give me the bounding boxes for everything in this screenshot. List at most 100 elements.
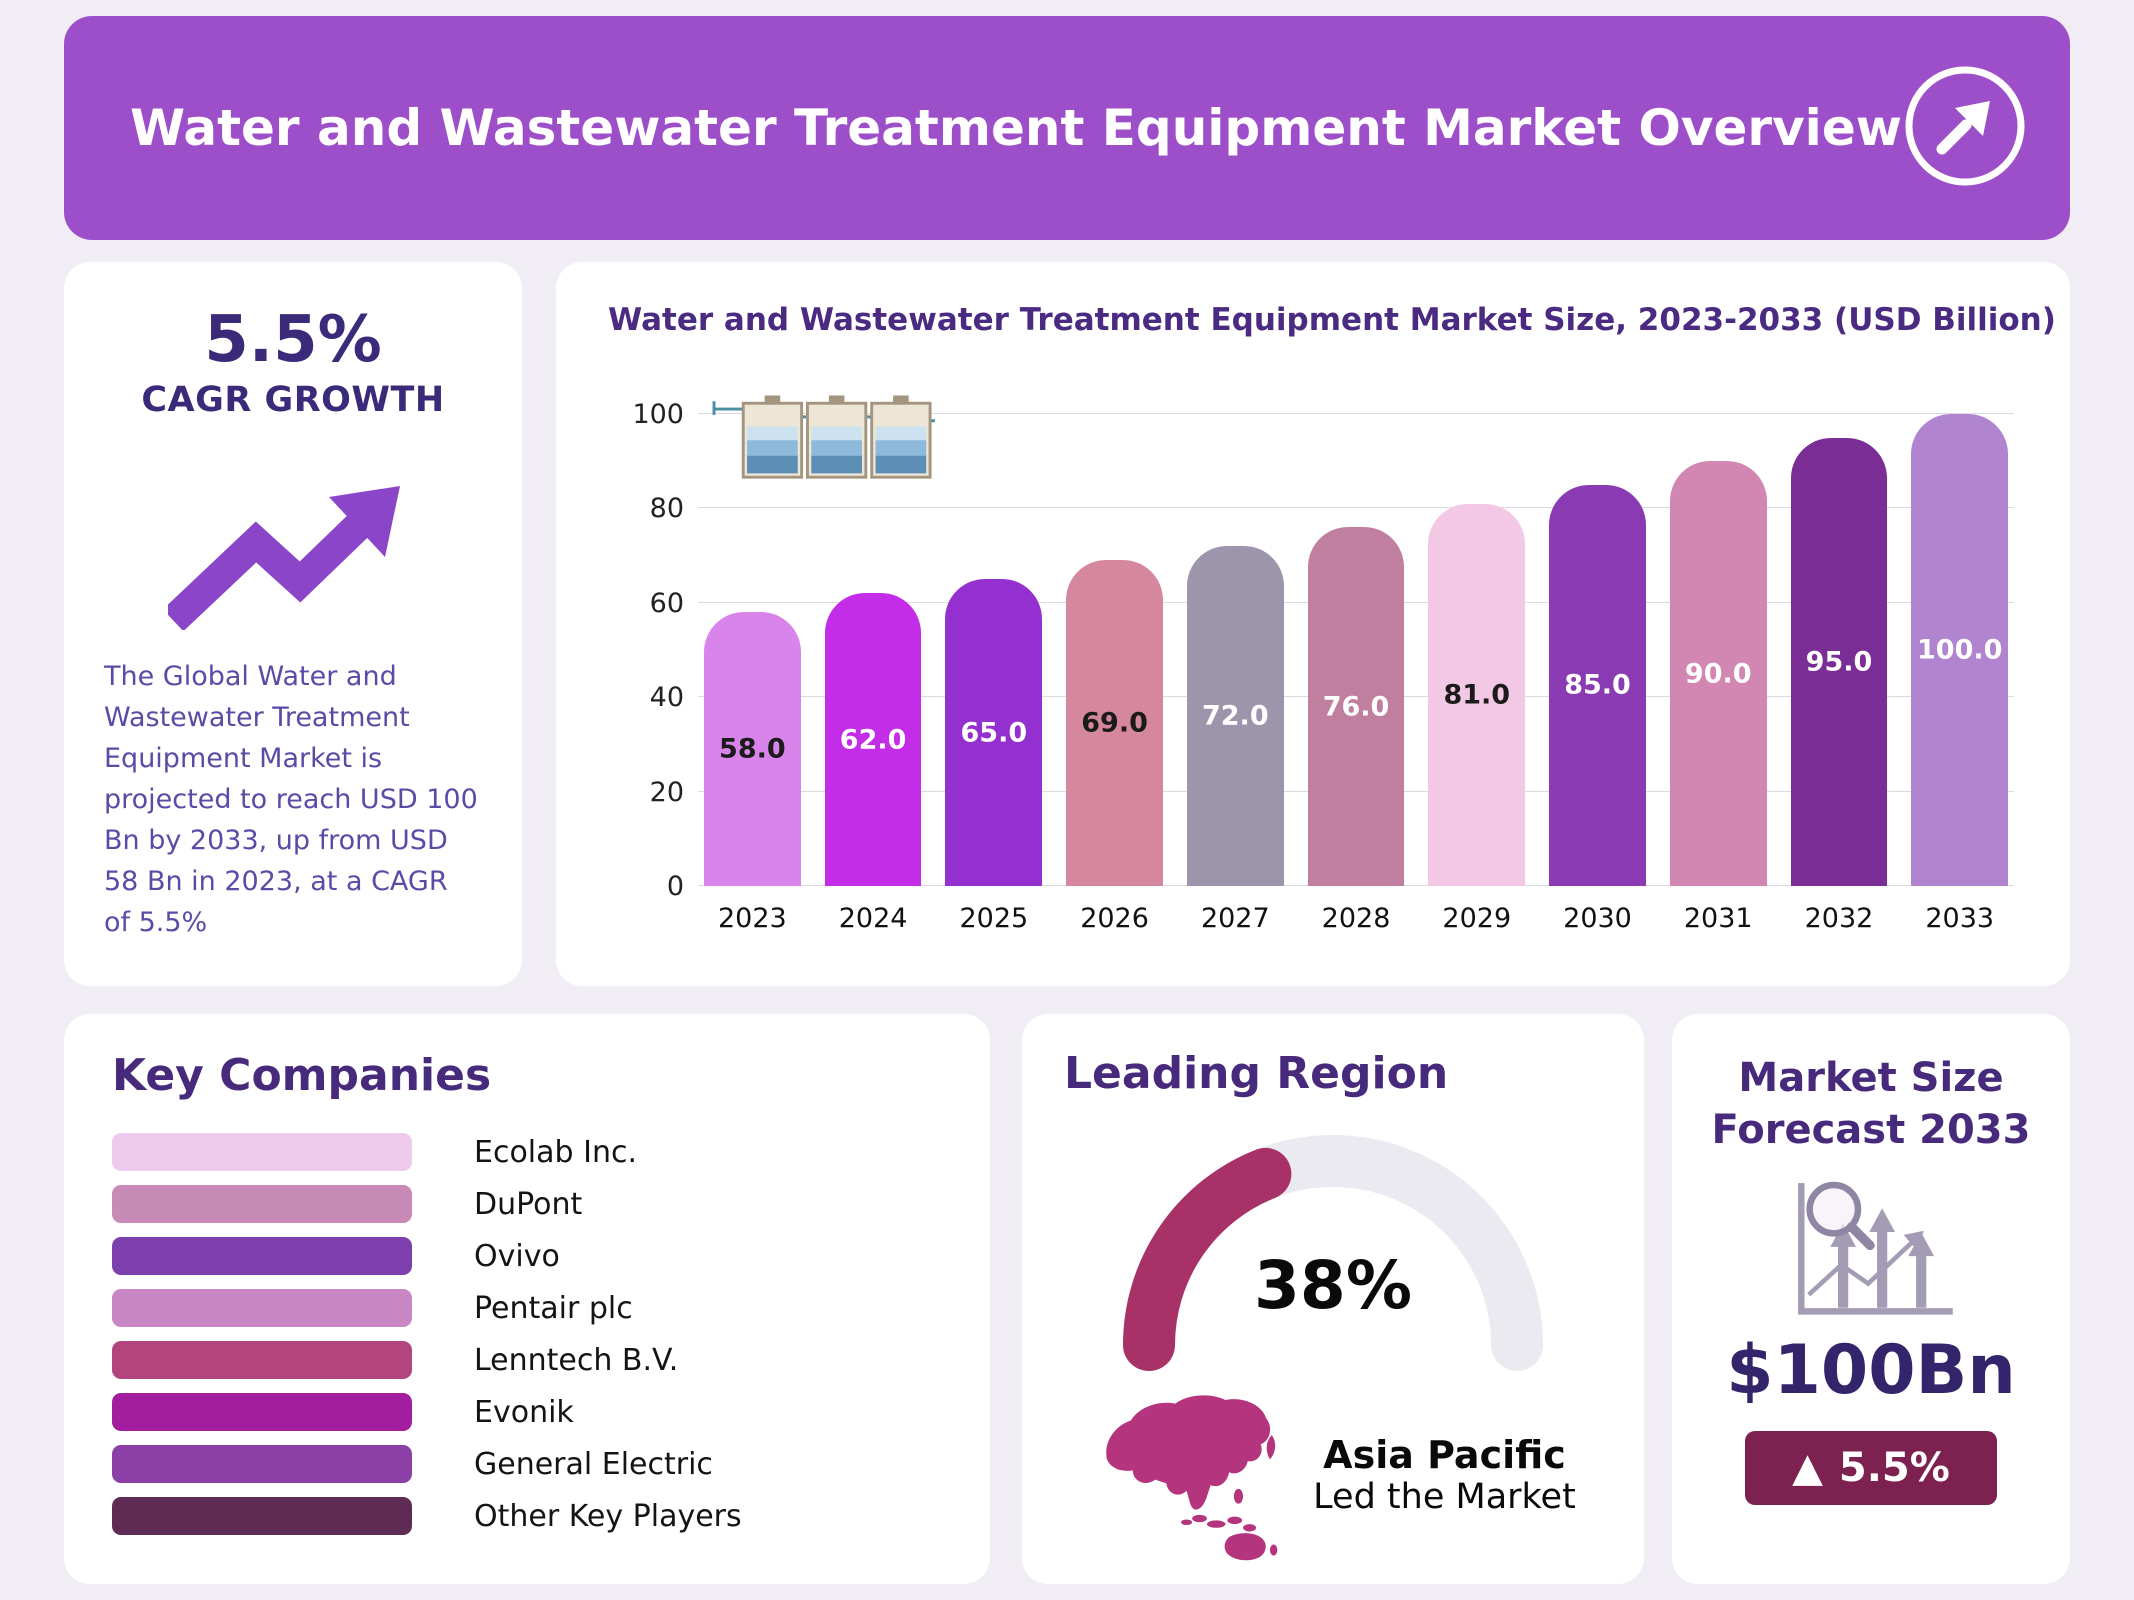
x-axis-tick: 2033 bbox=[1925, 903, 1995, 934]
water-treatment-plant-icon bbox=[712, 395, 935, 479]
region-caption: Led the Market bbox=[1313, 1477, 1576, 1517]
chart-bar-column: 72.0 2027 bbox=[1186, 414, 1284, 934]
company-row: Ovivo bbox=[112, 1237, 942, 1275]
chart-plot: 0 20 40 60 80 100 58.0 2023 62.0 2024 65.0 2025 69.0… bbox=[632, 399, 2014, 934]
x-axis-tick: 2032 bbox=[1804, 903, 1874, 934]
cagr-description: The Global Water and Wastewater Treatmen… bbox=[104, 661, 478, 939]
chart-bar-column: 81.0 2029 bbox=[1428, 414, 1526, 934]
chart-bar-2031: 90.0 bbox=[1669, 461, 1767, 886]
company-color-bar bbox=[112, 1497, 412, 1535]
chart-bar-2028: 76.0 bbox=[1307, 527, 1405, 886]
chart-bar-2032: 95.0 bbox=[1790, 437, 1888, 886]
region-name: Asia Pacific bbox=[1323, 1433, 1566, 1477]
company-name: Ecolab Inc. bbox=[474, 1134, 637, 1170]
chart-title: Water and Wastewater Treatment Equipment… bbox=[608, 302, 2056, 338]
chart-bar-column: 76.0 2028 bbox=[1307, 414, 1405, 934]
company-row: Lenntech B.V. bbox=[112, 1341, 942, 1379]
x-axis-tick: 2029 bbox=[1442, 903, 1512, 934]
cagr-label: CAGR GROWTH bbox=[141, 380, 445, 420]
region-share-value: 38% bbox=[1254, 1247, 1412, 1324]
chart-bar-column: 69.0 2026 bbox=[1066, 414, 1163, 934]
y-axis-tick: 60 bbox=[649, 587, 684, 619]
cagr-card: 5.5% CAGR GROWTH The Global Water and Wa… bbox=[64, 262, 522, 986]
market-size-chart-card: Water and Wastewater Treatment Equipment… bbox=[556, 262, 2070, 986]
company-color-bar bbox=[112, 1185, 412, 1223]
arrow-up-right-icon[interactable] bbox=[1902, 63, 2028, 193]
trend-up-arrow-icon bbox=[168, 486, 400, 630]
bar-value-label: 69.0 bbox=[1081, 707, 1148, 739]
company-name: DuPont bbox=[474, 1186, 583, 1222]
company-name: Other Key Players bbox=[474, 1498, 742, 1534]
x-axis-tick: 2023 bbox=[718, 903, 787, 934]
chart-bar-column: 100.0 2033 bbox=[1911, 414, 2009, 934]
market-forecast-card: Market Size Forecast 2033 $100Bn ▲ 5.5% bbox=[1672, 1014, 2070, 1584]
x-axis-tick: 2030 bbox=[1563, 903, 1632, 934]
bar-value-label: 100.0 bbox=[1917, 634, 2003, 666]
x-axis-tick: 2025 bbox=[959, 903, 1029, 934]
x-axis-tick: 2031 bbox=[1683, 903, 1753, 934]
gauge-fill bbox=[1123, 1135, 1543, 1371]
chart-area: 0 20 40 60 80 100 58.0 2023 62.0 2024 65.0 2025 69.0… bbox=[632, 395, 2014, 934]
leading-region-card: Leading Region 38% Asia Paci bbox=[1022, 1014, 1644, 1584]
y-axis-tick: 100 bbox=[632, 399, 684, 430]
bar-value-label: 85.0 bbox=[1564, 669, 1631, 701]
bar-value-label: 76.0 bbox=[1322, 691, 1390, 723]
bar-value-label: 58.0 bbox=[719, 733, 786, 765]
chart-magnifier-icon bbox=[1798, 1181, 1953, 1315]
chart-bar-2025: 65.0 bbox=[945, 579, 1043, 886]
page-title: Water and Wastewater Treatment Equipment… bbox=[130, 99, 1902, 157]
y-axis-tick: 40 bbox=[649, 682, 684, 714]
chart-bar-column: 85.0 2030 bbox=[1549, 414, 1646, 934]
chart-bar-column: 58.0 2023 bbox=[704, 414, 801, 934]
company-name: General Electric bbox=[474, 1446, 713, 1482]
x-axis-tick: 2024 bbox=[838, 903, 908, 934]
bar-value-label: 72.0 bbox=[1201, 700, 1269, 732]
chart-bar-column: 65.0 2025 bbox=[945, 414, 1043, 934]
company-name: Ovivo bbox=[474, 1238, 560, 1274]
chart-bar-2026: 69.0 bbox=[1066, 560, 1163, 886]
bar-value-label: 62.0 bbox=[839, 724, 907, 756]
y-axis-tick: 20 bbox=[649, 776, 684, 808]
y-axis-tick: 0 bbox=[666, 871, 684, 902]
forecast-value: $100Bn bbox=[1726, 1331, 2016, 1410]
key-companies-card: Key Companies Ecolab Inc. DuPont Ovivo Pent… bbox=[64, 1014, 990, 1584]
chart-bar-column: 90.0 2031 bbox=[1669, 414, 1767, 934]
y-axis-tick: 80 bbox=[649, 493, 684, 525]
company-color-bar bbox=[112, 1289, 412, 1327]
leading-region-title: Leading Region bbox=[1064, 1048, 1449, 1099]
company-color-bar bbox=[112, 1393, 412, 1431]
company-list: Ecolab Inc. DuPont Ovivo Pentair plc Lenntec… bbox=[112, 1133, 942, 1535]
header: Water and Wastewater Treatment Equipment… bbox=[64, 16, 2070, 240]
company-color-bar bbox=[112, 1237, 412, 1275]
chart-bar-2024: 62.0 bbox=[824, 593, 922, 886]
up-triangle-icon: ▲ bbox=[1792, 1444, 1823, 1491]
company-color-bar bbox=[112, 1341, 412, 1379]
growth-badge-label: 5.5% bbox=[1838, 1444, 1950, 1491]
gridline bbox=[698, 507, 2014, 509]
company-row: General Electric bbox=[112, 1445, 942, 1483]
region-summary: Asia Pacific Led the Market bbox=[1064, 1387, 1602, 1563]
x-axis-tick: 2026 bbox=[1080, 903, 1149, 934]
bar-value-label: 90.0 bbox=[1684, 658, 1752, 690]
company-color-bar bbox=[112, 1445, 412, 1483]
company-row: Ecolab Inc. bbox=[112, 1133, 942, 1171]
company-name: Pentair plc bbox=[474, 1290, 633, 1326]
bar-value-label: 95.0 bbox=[1805, 646, 1873, 678]
bar-value-label: 81.0 bbox=[1443, 679, 1511, 711]
chart-bar-2029: 81.0 bbox=[1428, 503, 1526, 886]
company-row: DuPont bbox=[112, 1185, 942, 1223]
gridline bbox=[698, 413, 2014, 414]
leading-region-gauge: 38% bbox=[1113, 1121, 1553, 1377]
bar-value-label: 65.0 bbox=[960, 717, 1028, 749]
cagr-value: 5.5% bbox=[204, 303, 382, 377]
chart-bar-column: 62.0 2024 bbox=[824, 414, 922, 934]
forecast-title: Market Size Forecast 2033 bbox=[1711, 1055, 2031, 1153]
x-axis-tick: 2028 bbox=[1321, 903, 1391, 934]
asia-pacific-map-icon bbox=[1106, 1395, 1278, 1561]
chart-bar-2030: 85.0 bbox=[1549, 484, 1646, 886]
growth-badge: ▲ 5.5% bbox=[1745, 1430, 1997, 1505]
x-axis-tick: 2027 bbox=[1200, 903, 1270, 934]
company-name: Evonik bbox=[474, 1394, 574, 1430]
company-row: Other Key Players bbox=[112, 1497, 942, 1535]
